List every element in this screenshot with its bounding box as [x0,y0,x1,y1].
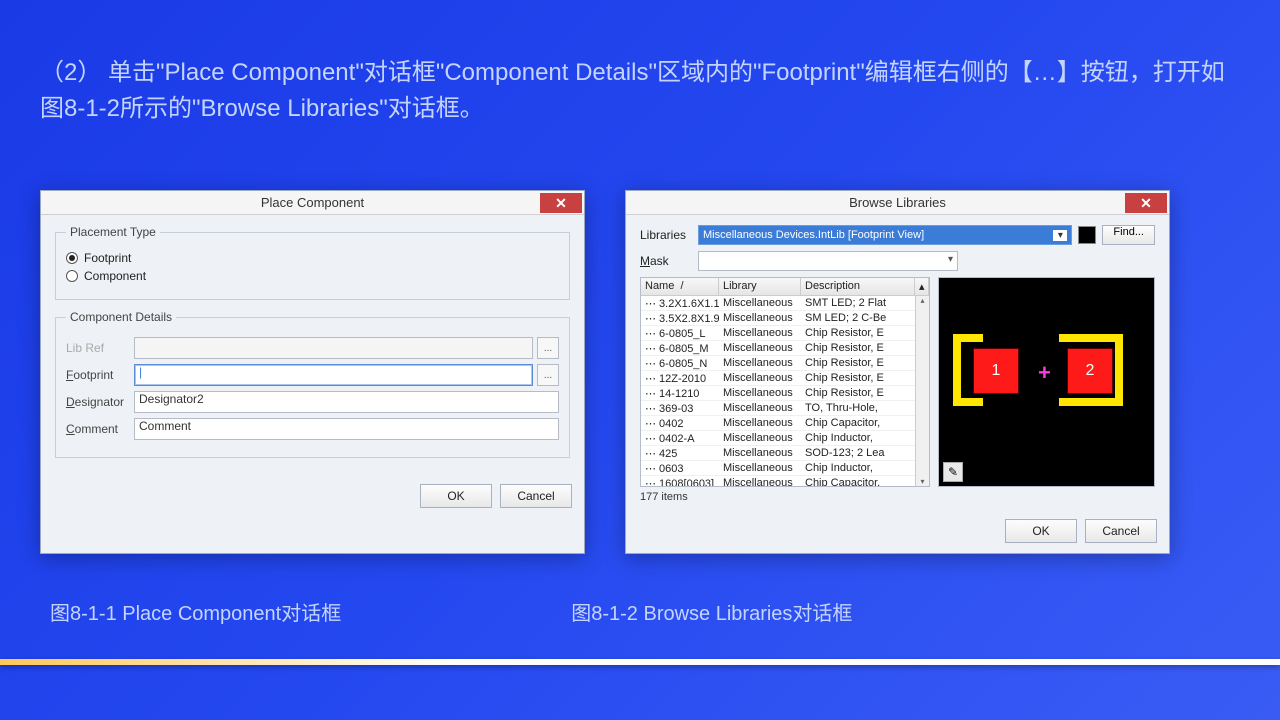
ok-button[interactable]: OK [1005,519,1077,543]
component-details-legend: Component Details [66,310,176,324]
libraries-label: Libraries [640,228,692,242]
titlebar: Browse Libraries ✕ [626,191,1169,215]
find-button[interactable]: Find... [1102,225,1155,245]
component-details-group: Component Details Lib Ref ... Footprint … [55,310,570,458]
col-library[interactable]: Library [719,278,801,295]
table-row[interactable]: ⋯ 425MiscellaneousSOD-123; 2 Lea [641,446,929,461]
col-description[interactable]: Description [801,278,915,295]
footprint-input[interactable]: | [134,364,533,386]
table-row[interactable]: ⋯ 0402-AMiscellaneousChip Inductor, [641,431,929,446]
place-component-dialog: Place Component ✕ Placement Type Footpri… [40,190,585,554]
table-row[interactable]: ⋯ 3.2X1.6X1.1MiscellaneousSMT LED; 2 Fla… [641,296,929,311]
table-row[interactable]: ⋯ 12Z-2010MiscellaneousChip Resistor, E [641,371,929,386]
radio-label: Footprint [84,251,131,265]
footprint-preview: 1 2 + ✎ [938,277,1155,487]
placement-type-group: Placement Type Footprint Component [55,225,570,300]
slide-underline [0,659,1280,665]
comment-label: Comment [66,422,130,436]
designator-label: Designator [66,395,130,409]
titlebar: Place Component ✕ [41,191,584,215]
caption-1: 图8-1-1 Place Component对话框 [50,597,341,626]
radio-icon [66,252,78,264]
radio-component[interactable]: Component [66,269,559,283]
col-scroll: ▴ [915,278,929,295]
dialog-title: Place Component [41,195,584,210]
cancel-button[interactable]: Cancel [500,484,572,508]
table-row[interactable]: ⋯ 3.5X2.8X1.9MiscellaneousSM LED; 2 C-Be [641,311,929,326]
table-row[interactable]: ⋯ 6-0805_LMiscellaneousChip Resistor, E [641,326,929,341]
pad-2: 2 [1067,348,1113,394]
col-name[interactable]: Name / [641,278,719,295]
radio-footprint[interactable]: Footprint [66,251,559,265]
table-row[interactable]: ⋯ 6-0805_NMiscellaneousChip Resistor, E [641,356,929,371]
ok-button[interactable]: OK [420,484,492,508]
item-count: 177 items [640,491,1155,503]
table-row[interactable]: ⋯ 6-0805_MMiscellaneousChip Resistor, E [641,341,929,356]
placement-type-legend: Placement Type [66,225,160,239]
instruction-text: （2） 单击"Place Component"对话框"Component Det… [40,55,1240,127]
comment-input[interactable]: Comment [134,418,559,440]
radio-icon [66,270,78,282]
designator-input[interactable]: Designator2 [134,391,559,413]
table-row[interactable]: ⋯ 369-03MiscellaneousTO, Thru-Hole, [641,401,929,416]
libref-browse-button: ... [537,337,559,359]
dialog-title: Browse Libraries [626,195,1169,210]
cancel-button[interactable]: Cancel [1085,519,1157,543]
color-swatch[interactable] [1078,226,1096,244]
footprint-grid[interactable]: Name / Library Description ▴ ⋯ 3.2X1.6X1… [640,277,930,487]
footprint-label: Footprint [66,368,130,382]
libraries-select[interactable]: Miscellaneous Devices.IntLib [Footprint … [698,225,1072,245]
close-button[interactable]: ✕ [1125,193,1167,213]
caption-2: 图8-1-2 Browse Libraries对话框 [571,597,852,626]
footprint-browse-button[interactable]: ... [537,364,559,386]
browse-libraries-dialog: Browse Libraries ✕ Libraries Miscellaneo… [625,190,1170,554]
preview-tool-icon[interactable]: ✎ [943,462,963,482]
libref-input [134,337,533,359]
pad-1: 1 [973,348,1019,394]
mask-label: Mask [640,254,692,268]
table-row[interactable]: ⋯ 0603MiscellaneousChip Inductor, [641,461,929,476]
table-row[interactable]: ⋯ 14-1210MiscellaneousChip Resistor, E [641,386,929,401]
table-row[interactable]: ⋯ 1608[0603]MiscellaneousChip Capacitor, [641,476,929,487]
close-button[interactable]: ✕ [540,193,582,213]
table-row[interactable]: ⋯ 0402MiscellaneousChip Capacitor, [641,416,929,431]
scrollbar[interactable]: ▴▾ [915,296,929,486]
origin-marker: + [1038,360,1051,386]
libref-label: Lib Ref [66,341,130,355]
mask-input[interactable] [698,251,958,271]
radio-label: Component [84,269,146,283]
